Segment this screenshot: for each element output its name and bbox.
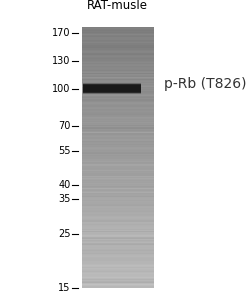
Text: 25: 25 xyxy=(58,229,71,239)
Text: 70: 70 xyxy=(58,121,71,131)
Text: 35: 35 xyxy=(58,194,71,204)
Text: 130: 130 xyxy=(52,56,71,66)
Text: 15: 15 xyxy=(58,283,71,293)
Text: RAT-musle: RAT-musle xyxy=(87,0,148,12)
Text: 40: 40 xyxy=(59,180,71,190)
Text: 170: 170 xyxy=(52,28,71,38)
Text: p-Rb (T826): p-Rb (T826) xyxy=(164,77,246,91)
Text: 100: 100 xyxy=(52,84,71,94)
Text: 55: 55 xyxy=(58,146,71,157)
